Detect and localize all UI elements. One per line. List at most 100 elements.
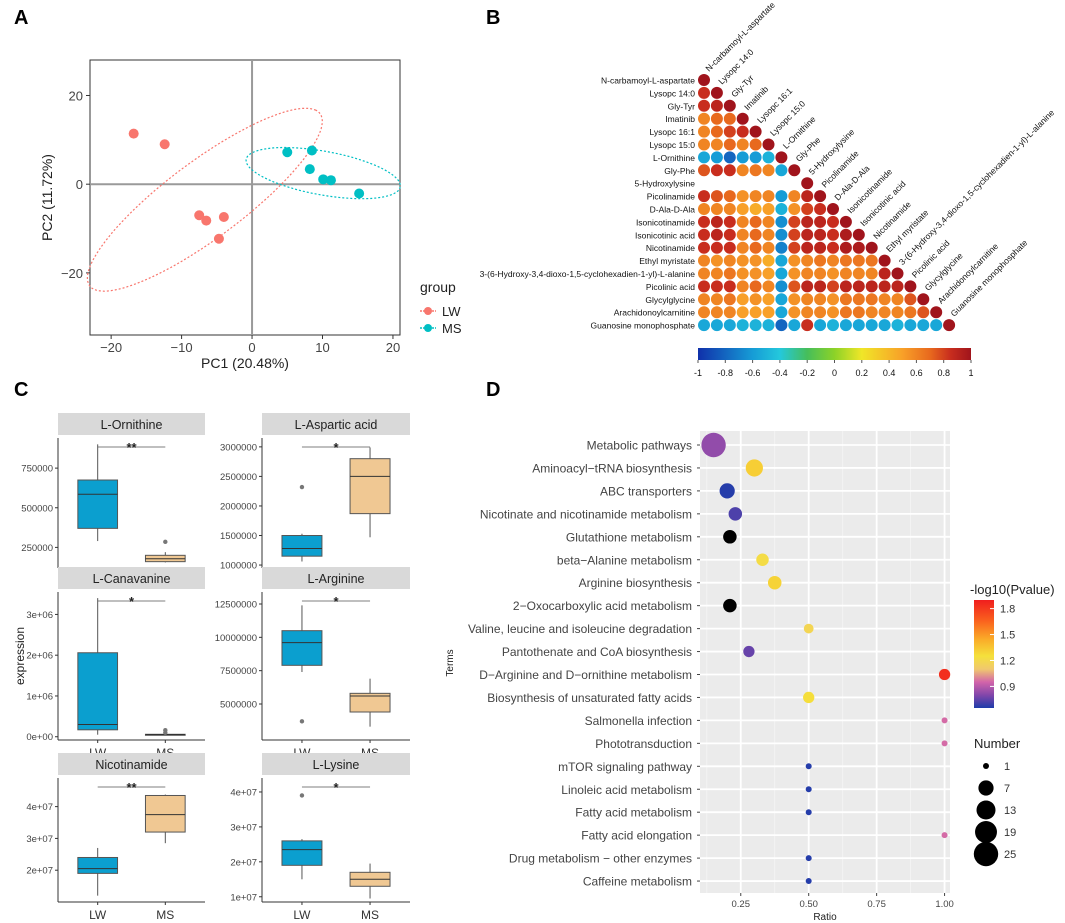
correlation-cell [723,254,736,267]
correlation-cell [839,215,852,228]
legend-label: MS [442,321,462,336]
color-legend-tick-label: 0.9 [1000,681,1015,693]
correlation-cell [917,306,930,319]
correlation-cell [710,138,723,151]
point-lw [194,210,205,221]
correlation-cell [788,306,801,319]
color-legend-tick-label: 1.2 [1000,655,1015,667]
row-label: Lysopc 16:1 [649,127,695,137]
correlation-cell [736,138,749,151]
correlation-cell [736,280,749,293]
box-panel: L-Aspartic acid 1000000 1500000 2000000 2500… [220,413,410,588]
correlation-cell [814,254,827,267]
pathway-bubble [941,717,948,724]
facet-strip [262,567,410,589]
facet-title: L-Lysine [313,758,360,772]
correlation-cell [801,267,814,280]
correlation-cell [698,125,710,138]
size-legend-key [976,800,996,820]
correlation-cell [762,215,775,228]
correlation-cell [775,241,788,254]
correlation-cell [749,306,762,319]
correlation-cell [710,190,723,203]
row-label: Arachidonoylcarnitine [614,308,696,318]
x-tick-label: LW [89,908,107,922]
correlation-cell [736,112,749,125]
row-label: Isonicotinic acid [635,230,695,240]
correlation-cell [865,293,878,306]
row-label: Ethyl myristate [639,256,695,266]
correlation-cell [762,267,775,280]
point-ms [282,147,293,158]
size-legend-label: 1 [1004,761,1010,773]
y-tick-label: 4e+07 [230,787,257,798]
correlation-cell [698,74,710,86]
correlation-cell [814,267,827,280]
x-tick-label: −20 [100,340,122,355]
x-tick-label: 20 [386,340,400,355]
box-panel: Nicotinamide 2e+07 3e+07 4e+07 LW MS ** [26,753,205,922]
correlation-cell [710,164,723,177]
row-label: L-Ornithine [653,153,695,163]
correlation-cell [762,228,775,241]
correlation-cell [710,280,723,293]
correlation-cell [878,306,891,319]
y-tick-label: 750000 [21,464,53,475]
correlation-cell [839,306,852,319]
facet-title: L-Canavanine [93,572,171,586]
correlation-cell [698,319,710,332]
correlation-cell [723,125,736,138]
colorbar-tick-label: 0.6 [910,368,923,378]
correlation-cell [723,215,736,228]
y-tick-label: 0 [76,177,83,192]
outlier-point [299,719,305,724]
panel-label-d: D [486,379,500,401]
correlation-cell [762,138,775,151]
correlation-cell [865,267,878,280]
outlier-point [163,728,168,733]
correlation-cell [710,228,723,241]
correlation-cell [762,280,775,293]
pathway-bubble [941,832,948,839]
correlation-cell [710,293,723,306]
correlation-cell [698,254,710,267]
correlation-cell [827,215,839,228]
color-legend-bar [974,600,994,708]
pathway-bubble [719,483,735,499]
correlation-cell [749,164,762,177]
correlation-cell [723,293,736,306]
pathway-bubble [756,553,769,567]
correlation-cell [827,280,839,293]
outlier-point [299,793,305,798]
y-axis-title: Terms [445,649,456,676]
y-tick-label: 5000000 [220,700,257,711]
correlation-cell [878,293,891,306]
correlation-cell [698,306,710,319]
correlation-cell [710,306,723,319]
panel-label-a: A [14,7,28,29]
correlation-cell [788,254,801,267]
colorbar-tick-label: 0 [832,368,837,378]
row-label: Gly-Tyr [668,101,696,111]
significance-mark: * [333,440,339,455]
correlation-cell [698,151,710,164]
y-tick-label: 2e+06 [26,651,53,662]
pathway-bubble [723,598,737,613]
correlation-cell [801,280,814,293]
correlation-cell [723,203,736,215]
box-lw [77,856,119,874]
correlation-cell [891,293,904,306]
correlation-cell [775,215,788,228]
correlation-cell [865,241,878,254]
correlation-cell [723,151,736,164]
box-plots: expression L-Ornithine 250000 500000 750000 L… [13,413,410,922]
legend-key-dot [424,307,432,315]
pathway-bubble [745,459,763,477]
legend-label: LW [442,304,461,319]
correlation-cell [943,319,956,332]
correlation-cell [801,190,814,203]
correlation-cell [814,190,827,203]
point-ms [325,175,336,186]
